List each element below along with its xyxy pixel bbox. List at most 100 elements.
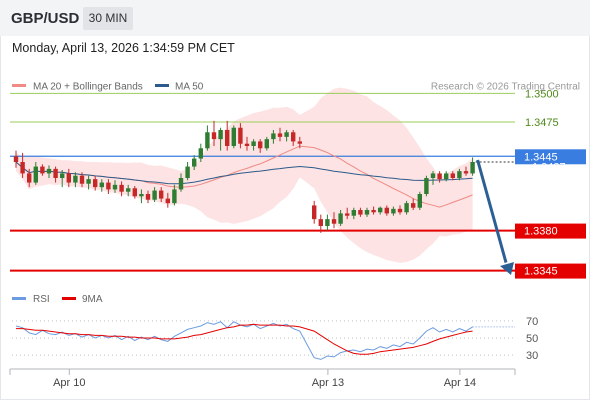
resistance-label: 1.3500 (525, 88, 559, 100)
bollinger-band (16, 87, 473, 263)
candle-body (60, 173, 65, 178)
candle-body (205, 132, 210, 149)
candle-body (192, 158, 197, 167)
legend-swatch-ma50 (155, 84, 169, 87)
candle-body (211, 132, 217, 140)
candle-body (284, 132, 289, 137)
candle-body (384, 207, 389, 214)
x-tick-label: Apr 13 (312, 377, 344, 389)
candle-body (417, 194, 422, 208)
rsi-ma-line (16, 323, 473, 355)
candle-body (99, 182, 104, 188)
candle-body (358, 210, 363, 215)
candle-body (463, 171, 469, 174)
candle-body (225, 130, 230, 146)
chart-datetime: Monday, April 13, 2026 1:34:59 PM CET (12, 41, 235, 55)
candle-body (391, 208, 396, 214)
candle-body (297, 141, 302, 144)
current-price-label-box (515, 149, 586, 165)
last-price-label: 1.3437 (532, 161, 566, 173)
candle-body (338, 213, 343, 224)
candle-body (13, 156, 19, 162)
candle-body (277, 133, 283, 137)
candle-body (331, 219, 337, 224)
forecast-arrow (476, 159, 508, 263)
candle-body (178, 178, 184, 190)
candle-body (444, 173, 449, 180)
legend-swatch-rsi-ma (62, 297, 76, 300)
candle-body (231, 127, 236, 146)
candle-body (258, 141, 263, 149)
candle-body (20, 162, 25, 174)
candle-body (40, 166, 45, 174)
candle-body (79, 175, 85, 184)
legend-label-ma20: MA 20 + Bollinger Bands (33, 82, 143, 93)
chart-credit: Research © 2026 Trading Central (431, 82, 580, 93)
candle-body (86, 179, 91, 184)
candle-body (345, 213, 350, 216)
current-price-label: 1.3445 (524, 151, 558, 163)
candle-body (139, 194, 144, 197)
currency-pair: GBP/USD (11, 10, 80, 27)
rsi-line (15, 321, 473, 360)
candle-body (238, 127, 243, 144)
x-tick-label: Apr 10 (53, 377, 85, 389)
candle-body (291, 132, 296, 142)
candle-body (450, 173, 455, 178)
chart-header: GBP/USD 30 MIN (0, 0, 590, 36)
x-tick-label: Apr 14 (444, 377, 476, 389)
candle-body (251, 141, 256, 146)
legend-label-rsi: RSI (33, 294, 50, 305)
candle-body (404, 203, 409, 213)
candle-body (424, 178, 429, 194)
candle-body (112, 184, 118, 190)
candle-body (378, 207, 383, 213)
candle-body (106, 182, 111, 190)
forecast-arrowhead (500, 262, 514, 275)
candle-body (145, 194, 151, 200)
candle-body (185, 166, 190, 178)
candle-body (93, 179, 98, 188)
rsi-tick-label: 70 (526, 316, 538, 328)
candle-body (198, 148, 203, 159)
candle-body (437, 173, 442, 180)
candle-body (371, 210, 376, 213)
candle-body (244, 143, 250, 146)
candle-body (397, 208, 403, 213)
legend-swatch-rsi (12, 297, 26, 300)
candle-body (73, 175, 78, 183)
candle-body (27, 173, 32, 183)
support-label: 1.3345 (524, 266, 558, 278)
candle-body (165, 198, 170, 204)
legend-label-ma50: MA 50 (175, 82, 204, 93)
support-label-box (515, 263, 586, 279)
candle-body (457, 171, 462, 178)
candle-body (364, 210, 370, 215)
candle-body (264, 139, 269, 149)
candle-body (152, 190, 157, 200)
candle-body (271, 133, 276, 140)
rsi-tick-label: 50 (526, 333, 538, 345)
candle-body (172, 189, 177, 204)
candle-body (33, 166, 38, 183)
candle-body (126, 188, 131, 192)
candle-body (470, 162, 475, 174)
support-label: 1.3380 (524, 226, 558, 238)
candle-body (132, 188, 137, 197)
candle-body (351, 210, 356, 216)
candle-body (119, 184, 124, 192)
legend-label-rsi-ma: 9MA (82, 294, 103, 305)
candle-body (46, 168, 52, 174)
candle-body (312, 205, 317, 220)
legend-swatch-ma20 (12, 84, 26, 87)
candle-body (218, 130, 223, 140)
ma50-line (15, 161, 473, 185)
rsi-tick-label: 30 (526, 350, 538, 362)
candle-body (325, 219, 330, 226)
resistance-label: 1.3475 (525, 117, 559, 129)
candle-body (66, 173, 71, 183)
candle-body (411, 203, 416, 208)
timeframe-button[interactable]: 30 MIN (83, 7, 133, 30)
